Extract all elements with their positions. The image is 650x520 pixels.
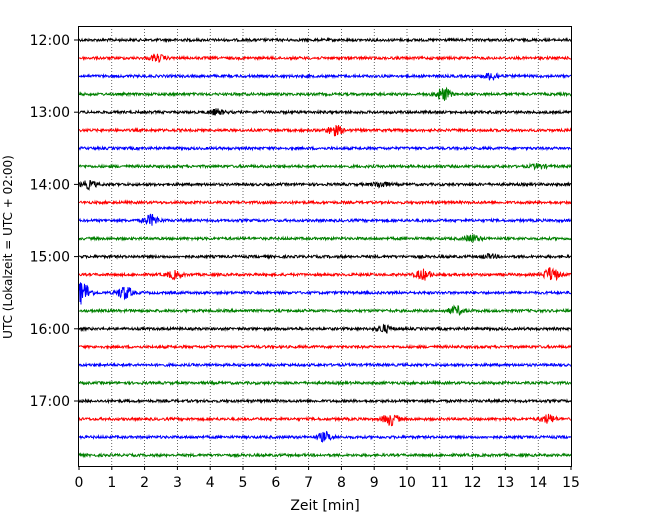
trace-1545 [78, 304, 572, 316]
trace-1230 [78, 72, 572, 81]
seismogram-traces [78, 36, 572, 459]
trace-1745 [78, 451, 572, 459]
y-tick-label: 15:00 [30, 250, 70, 266]
trace-1215 [78, 53, 572, 63]
x-tick-label: 0 [75, 475, 84, 491]
trace-1515 [78, 266, 572, 282]
x-tick-label: 5 [239, 475, 248, 491]
trace-1700 [78, 397, 572, 405]
trace-1200 [78, 36, 572, 44]
trace-1315 [78, 125, 572, 137]
x-tick-label: 3 [173, 475, 182, 491]
x-tick-label: 2 [140, 475, 149, 491]
y-tick-label: 13:00 [30, 105, 70, 121]
y-tick-label: 16:00 [30, 322, 70, 338]
x-tick-label: 11 [431, 475, 449, 491]
trace-1730 [78, 430, 572, 443]
x-tick-label: 7 [304, 475, 313, 491]
y-axis-label: UTC (Lokalzeit = UTC + 02:00) [1, 155, 15, 339]
y-tick-label: 12:00 [30, 33, 70, 49]
x-tick-label: 14 [529, 475, 547, 491]
trace-1430 [78, 213, 572, 226]
x-axis-ticks: 0 1 2 3 4 5 6 7 8 9 10 11 12 13 14 15 [75, 466, 580, 491]
trace-1330 [78, 145, 572, 152]
trace-1415 [78, 199, 572, 206]
x-tick-label: 12 [464, 475, 482, 491]
trace-1645 [78, 379, 572, 387]
x-tick-label: 15 [562, 475, 580, 491]
trace-1445 [78, 234, 572, 243]
trace-1245 [78, 86, 572, 101]
trace-1400 [78, 179, 572, 192]
y-tick-label: 17:00 [30, 394, 70, 410]
trace-1600 [78, 323, 572, 334]
x-tick-label: 6 [271, 475, 280, 491]
trace-1500 [78, 253, 572, 260]
x-tick-label: 8 [337, 475, 346, 491]
trace-1530 [78, 282, 572, 305]
trace-1615 [78, 343, 572, 350]
x-tick-label: 1 [107, 475, 116, 491]
grid-lines [111, 26, 539, 466]
x-tick-label: 13 [496, 475, 514, 491]
y-axis-ticks: 12:00 13:00 14:00 15:00 16:00 17:00 [30, 33, 78, 410]
x-axis-label: Zeit [min] [290, 498, 359, 514]
y-tick-label: 14:00 [30, 177, 70, 193]
trace-1345 [78, 162, 572, 171]
trace-1715 [78, 413, 572, 427]
x-tick-label: 10 [398, 475, 416, 491]
x-tick-label: 9 [370, 475, 379, 491]
trace-1300 [78, 108, 572, 116]
trace-1630 [78, 361, 572, 369]
x-tick-label: 4 [206, 475, 215, 491]
plot-frame [78, 26, 572, 467]
